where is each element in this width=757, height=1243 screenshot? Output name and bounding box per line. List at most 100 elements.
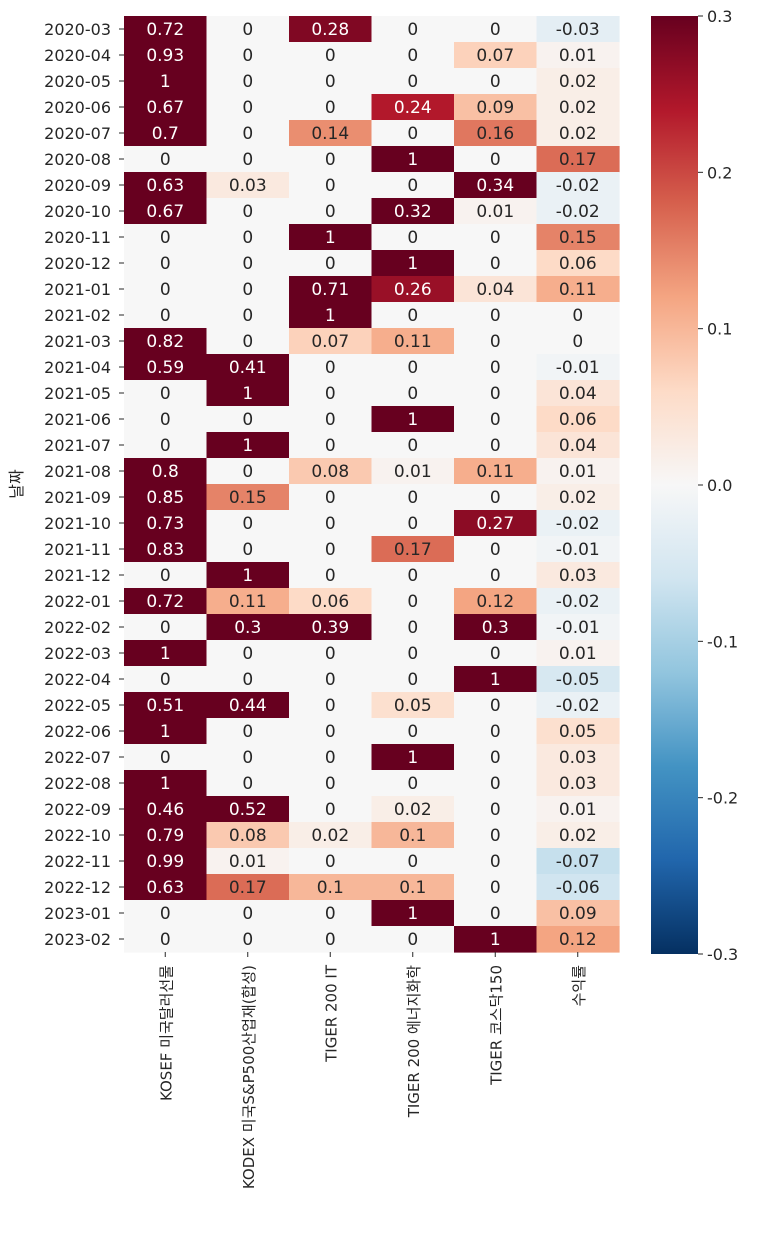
heatmap-cell: [371, 874, 455, 901]
cell-value-label: 0.08: [229, 826, 267, 846]
cell-value-label: 0.02: [559, 72, 597, 92]
row-tick-label: 2022-04: [44, 670, 111, 689]
cell-value-label: 0.1: [317, 878, 344, 898]
cell-value-label: 0.28: [311, 20, 349, 40]
heatmap-cell: [371, 94, 455, 121]
row-tick-label: 2022-06: [44, 722, 111, 741]
cell-value-label: -0.02: [556, 696, 600, 716]
cell-value-label: 0.11: [476, 462, 514, 482]
heatmap-cell: [536, 640, 620, 667]
heatmap-cell: [536, 718, 620, 745]
column-tick-label: TIGER 200 에너지화학: [405, 965, 423, 1118]
column-tick-label: KODEX 미국S&P500산업재(합성): [240, 965, 258, 1189]
cell-value-label: 0.07: [476, 46, 514, 66]
heatmap-cell: [454, 796, 538, 823]
heatmap-cell: [454, 198, 538, 225]
cell-value-label: 0: [160, 618, 171, 638]
heatmap-cell: [124, 692, 208, 719]
cell-value-label: 0: [325, 254, 336, 274]
cell-value-label: 1: [407, 410, 418, 430]
cell-value-label: 0: [160, 566, 171, 586]
heatmap-cell: [371, 484, 455, 511]
cell-value-label: 0: [160, 254, 171, 274]
cell-value-label: 0.06: [311, 592, 349, 612]
heatmap-cell: [124, 198, 208, 225]
heatmap-cell: [206, 770, 290, 797]
heatmap-cell: [454, 484, 538, 511]
cell-value-label: 0.09: [559, 904, 597, 924]
cell-value-label: 0: [490, 566, 501, 586]
heatmap-cell: [206, 42, 290, 69]
heatmap-cell: [371, 276, 455, 303]
cell-value-label: 0: [160, 748, 171, 768]
heatmap-cell: [124, 172, 208, 199]
cell-value-label: 0.11: [229, 592, 267, 612]
cell-value-label: 0: [407, 514, 418, 534]
cell-value-label: 0: [325, 748, 336, 768]
cell-value-label: 0: [490, 540, 501, 560]
heatmap-cell: [124, 536, 208, 563]
cell-value-label: 1: [407, 150, 418, 170]
cell-value-label: 0: [325, 904, 336, 924]
cell-value-label: 0: [490, 306, 501, 326]
cell-value-label: 0: [160, 410, 171, 430]
heatmap-cell: [536, 328, 620, 355]
heatmap-cell: [454, 718, 538, 745]
heatmap-cell: [206, 302, 290, 329]
heatmap-cell: [454, 926, 538, 953]
heatmap-cell: [289, 224, 373, 251]
cell-value-label: 0.41: [229, 358, 267, 378]
cell-value-label: 0: [490, 722, 501, 742]
cell-value-label: 0: [242, 540, 253, 560]
heatmap-cell: [454, 380, 538, 407]
cell-value-label: -0.06: [556, 878, 600, 898]
cell-value-label: 0: [407, 644, 418, 664]
row-tick-label: 2022-11: [44, 852, 111, 871]
cell-value-label: 0.17: [394, 540, 432, 560]
heatmap-cell: [289, 458, 373, 485]
heatmap-cell: [536, 120, 620, 147]
heatmap-cell: [124, 796, 208, 823]
heatmap-cell: [124, 276, 208, 303]
heatmap-cell: [124, 120, 208, 147]
heatmap-cell: [371, 640, 455, 667]
cell-value-label: 0: [325, 774, 336, 794]
cell-value-label: 0.63: [146, 878, 184, 898]
cell-value-label: 0: [242, 228, 253, 248]
cell-value-label: 0.85: [146, 488, 184, 508]
cell-value-label: 0: [490, 826, 501, 846]
heatmap-cell: [371, 796, 455, 823]
cell-value-label: 0: [160, 384, 171, 404]
cell-value-label: 0.17: [229, 878, 267, 898]
heatmap-cell: [454, 94, 538, 121]
cell-value-label: 0: [490, 436, 501, 456]
heatmap-cell: [289, 640, 373, 667]
row-tick-label: 2020-12: [44, 254, 111, 273]
cell-value-label: 0: [242, 202, 253, 222]
heatmap-cell: [371, 848, 455, 875]
cell-value-label: 0.1: [399, 878, 426, 898]
cell-value-label: 0.99: [146, 852, 184, 872]
cell-value-label: 0: [407, 592, 418, 612]
cell-value-label: 0: [325, 384, 336, 404]
cell-value-label: 0: [160, 436, 171, 456]
cell-value-label: 0.93: [146, 46, 184, 66]
heatmap-cell: [289, 926, 373, 953]
cell-value-label: 0: [407, 20, 418, 40]
cell-value-label: 0: [490, 72, 501, 92]
cell-value-label: 0.01: [229, 852, 267, 872]
colorbar-tick-label: 0.3: [707, 7, 732, 26]
cell-value-label: 0: [407, 852, 418, 872]
cell-value-label: 0.11: [394, 332, 432, 352]
heatmap-cell: [289, 588, 373, 615]
cell-value-label: 0.16: [476, 124, 514, 144]
heatmap-cell: [124, 94, 208, 121]
heatmap-cell: [371, 328, 455, 355]
heatmap-cell: [536, 510, 620, 537]
cell-value-label: 0.07: [311, 332, 349, 352]
cell-value-label: -0.02: [556, 592, 600, 612]
row-tick-label: 2020-06: [44, 98, 111, 117]
cell-value-label: 0.7: [152, 124, 179, 144]
heatmap-cell: [454, 432, 538, 459]
heatmap-cell: [206, 198, 290, 225]
